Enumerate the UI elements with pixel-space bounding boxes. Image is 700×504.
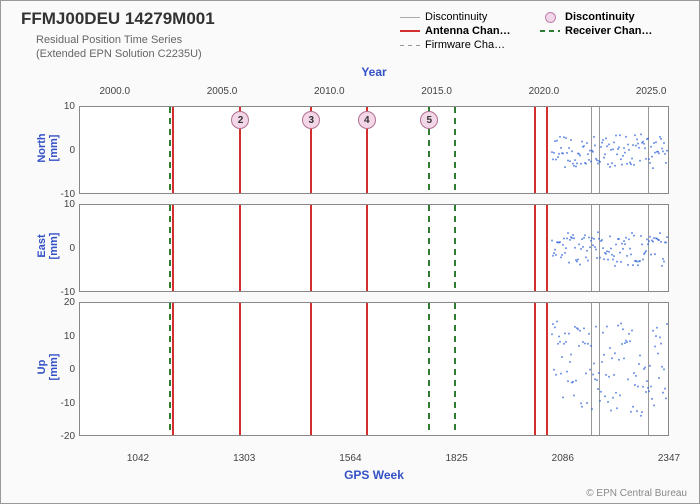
- ytick: 0: [50, 243, 75, 254]
- legend-firmware: Firmware Cha…: [399, 39, 539, 51]
- ytick: 10: [50, 331, 75, 342]
- bottom-tick: 1564: [339, 453, 361, 464]
- top-tick: 2005.0: [207, 86, 238, 97]
- scatter: [80, 205, 670, 293]
- top-tick: 2025.0: [636, 86, 667, 97]
- legend: Discontinuity Discontinuity Antenna Chan…: [399, 11, 679, 53]
- ytick: 0: [50, 145, 75, 156]
- footer-credit: © EPN Central Bureau: [586, 488, 687, 499]
- panel-up: Up[mm]-20-1001020: [79, 302, 669, 436]
- scatter: [80, 303, 670, 437]
- subtitle-line2: (Extended EPN Solution C2235U): [36, 47, 202, 61]
- panel-north: North[mm]-100102345: [79, 106, 669, 194]
- subtitle-line1: Residual Position Time Series: [36, 33, 202, 47]
- bottom-axis-label: GPS Week: [344, 468, 404, 482]
- scatter: [80, 107, 670, 195]
- ytick: 10: [50, 199, 75, 210]
- legend-antenna: Antenna Chan…: [399, 25, 539, 37]
- ytick: -20: [50, 431, 75, 442]
- chart-container: FFMJ00DEU 14279M001 Residual Position Ti…: [0, 0, 700, 504]
- ytick: 20: [50, 297, 75, 308]
- ytick: 10: [50, 101, 75, 112]
- plot-area: North[mm]-100102345 East[mm]-10010 Up[mm]-…: [79, 106, 669, 436]
- top-tick: 2020.0: [529, 86, 560, 97]
- legend-receiver: Receiver Chan…: [539, 25, 679, 37]
- bottom-tick: 1303: [233, 453, 255, 464]
- chart-title: FFMJ00DEU 14279M001: [21, 9, 215, 29]
- legend-disc-gray: Discontinuity: [399, 11, 539, 23]
- top-tick: 2010.0: [314, 86, 345, 97]
- bottom-tick: 2086: [552, 453, 574, 464]
- panel-east: East[mm]-10010: [79, 204, 669, 292]
- circle-icon: [545, 12, 556, 23]
- bottom-tick: 2347: [658, 453, 680, 464]
- bottom-tick: 1825: [445, 453, 467, 464]
- top-tick: 2000.0: [99, 86, 130, 97]
- legend-disc-pink: Discontinuity: [539, 11, 679, 23]
- top-tick: 2015.0: [421, 86, 452, 97]
- ytick: -10: [50, 398, 75, 409]
- ytick: 0: [50, 364, 75, 375]
- bottom-tick: 1042: [127, 453, 149, 464]
- chart-subtitle: Residual Position Time Series (Extended …: [36, 33, 202, 62]
- top-axis-label: Year: [361, 65, 386, 79]
